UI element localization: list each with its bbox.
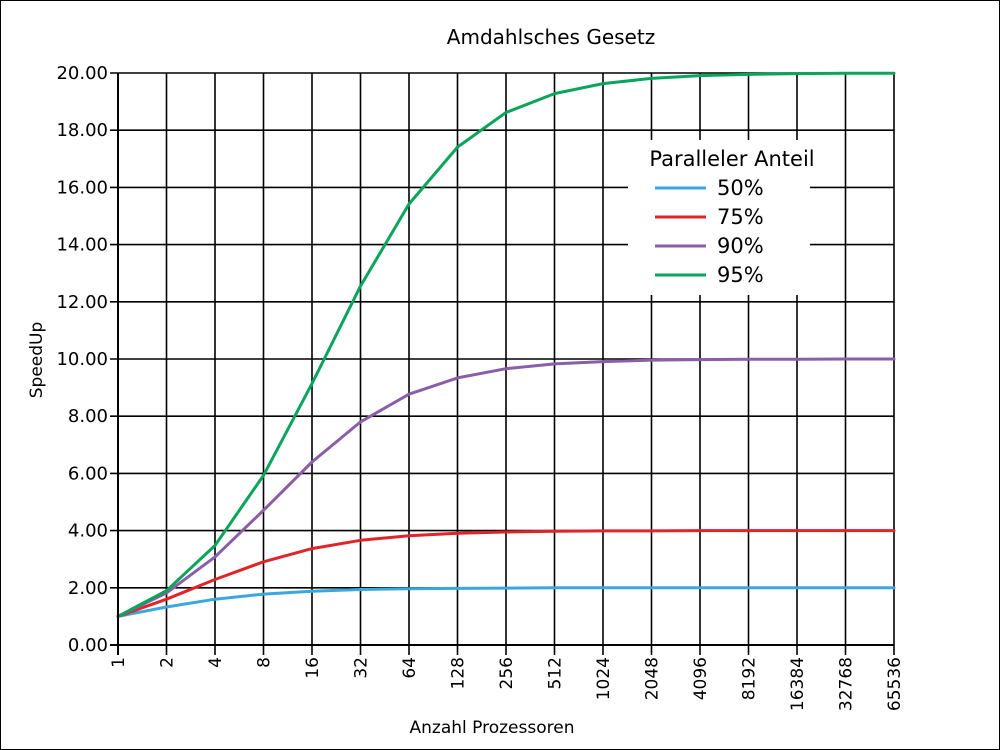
y-tick-label: 16.00 xyxy=(56,177,108,198)
legend-label: 95% xyxy=(717,263,764,287)
x-tick-label: 4 xyxy=(206,657,226,668)
x-tick-label: 256 xyxy=(497,657,517,689)
x-tick-label: 64 xyxy=(400,657,420,679)
x-tick-label: 4096 xyxy=(691,657,711,700)
series-line-95pct xyxy=(116,71,896,618)
x-tick-label: 16 xyxy=(303,657,323,679)
legend-label: 90% xyxy=(717,234,764,258)
x-axis-ticks: 1 2 4 8 16 32 64 128 256 512 1024 2048 4096 8192 16384… xyxy=(109,657,905,711)
x-tick-label: 1024 xyxy=(594,657,614,700)
axes xyxy=(110,73,894,655)
series-line-75pct xyxy=(116,529,896,618)
x-tick-label: 32768 xyxy=(837,657,857,711)
y-tick-label: 0.00 xyxy=(68,635,108,656)
x-tick-label: 32 xyxy=(352,657,372,679)
chart-title: Amdahlsches Gesetz xyxy=(447,25,655,49)
y-tick-label: 20.00 xyxy=(56,63,108,84)
x-tick-label: 512 xyxy=(546,657,566,689)
series-lines xyxy=(116,71,896,618)
y-axis-label: SpeedUp xyxy=(27,322,47,399)
legend-label: 75% xyxy=(717,205,764,229)
y-tick-label: 8.00 xyxy=(68,406,108,427)
y-tick-label: 6.00 xyxy=(68,463,108,484)
y-tick-label: 14.00 xyxy=(56,235,108,256)
x-tick-label: 16384 xyxy=(788,657,808,711)
x-tick-label: 8192 xyxy=(740,657,760,700)
legend-title: Paralleler Anteil xyxy=(649,147,814,171)
y-tick-label: 10.00 xyxy=(56,349,108,370)
legend: Paralleler Anteil 50% 75% 90% 95% xyxy=(628,140,815,295)
y-tick-label: 2.00 xyxy=(68,578,108,599)
x-tick-label: 1 xyxy=(109,657,129,668)
series-line-90pct xyxy=(116,357,896,618)
x-tick-label: 2048 xyxy=(643,657,663,700)
legend-label: 50% xyxy=(717,176,764,200)
y-axis-ticks: 0.00 2.00 4.00 6.00 8.00 10.00 12.00 14.00 16.00… xyxy=(56,63,108,656)
x-tick-label: 8 xyxy=(255,657,275,668)
legend-items: 50% 75% 90% 95% xyxy=(655,176,764,287)
x-tick-label: 2 xyxy=(158,657,178,668)
y-tick-label: 18.00 xyxy=(56,120,108,141)
x-tick-label: 128 xyxy=(449,657,469,689)
y-tick-label: 4.00 xyxy=(68,521,108,542)
series-line-50pct xyxy=(116,586,896,618)
x-tick-label: 65536 xyxy=(885,657,905,711)
x-axis-label: Anzahl Prozessoren xyxy=(410,718,575,738)
y-tick-label: 12.00 xyxy=(56,292,108,313)
